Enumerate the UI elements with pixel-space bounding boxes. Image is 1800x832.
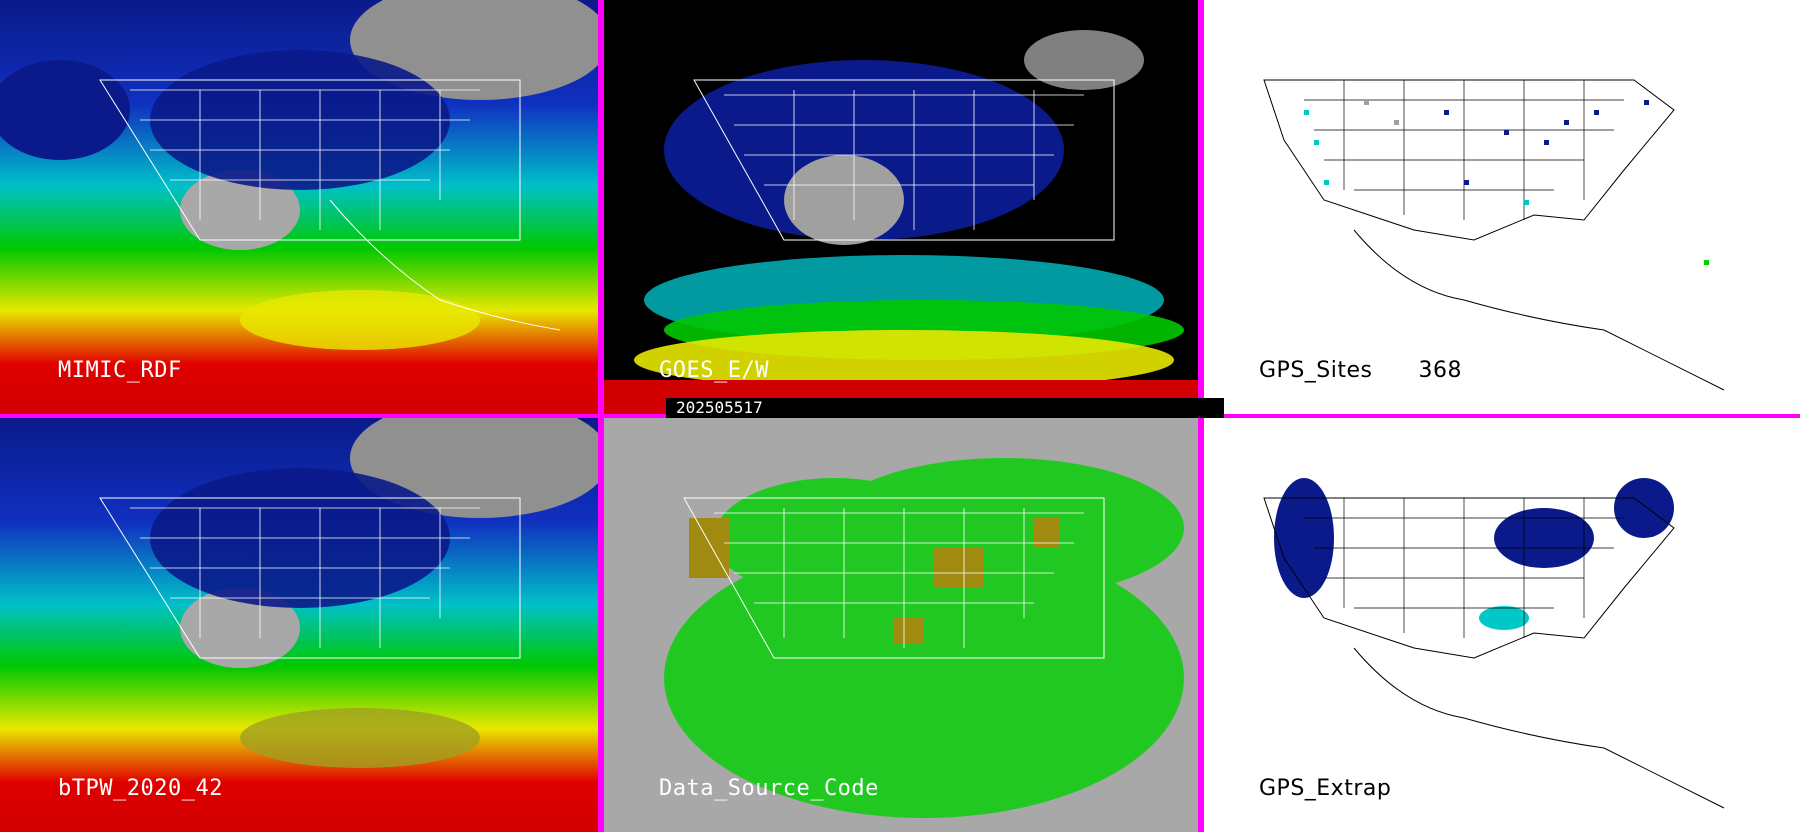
data-source-code-map [604, 418, 1198, 832]
gps-sites-map-panel: GPS_Sites 368 [1204, 0, 1800, 414]
goes-ew-map [604, 0, 1198, 414]
panel-label: MIMIC_RDF [58, 358, 182, 383]
mimic-rdf-map [0, 0, 598, 414]
goes-ew-map-panel: GOES_E/W [604, 0, 1198, 414]
btpw-map [0, 418, 598, 832]
mimic-rdf-map-panel: MIMIC_RDF [0, 0, 598, 414]
gps-extrap-map-panel: GPS_Extrap [1204, 418, 1800, 832]
panel-label: GPS_Sites 368 [1259, 358, 1462, 383]
timestamp-bar: 202505517 [666, 398, 1224, 418]
gps-site-markers [1304, 100, 1709, 265]
gps-site-count: 368 [1418, 358, 1462, 383]
btpw-map-panel: bTPW_2020_42 [0, 418, 598, 832]
panel-label: GOES_E/W [659, 358, 769, 383]
gps-extrap-map [1204, 418, 1800, 832]
panel-label: Data_Source_Code [659, 776, 879, 801]
gps-sites-map [1204, 0, 1800, 414]
panel-label: bTPW_2020_42 [58, 776, 223, 801]
panel-label-text: GPS_Sites [1259, 358, 1373, 383]
data-source-code-map-panel: Data_Source_Code [604, 418, 1198, 832]
panel-label: GPS_Extrap [1259, 776, 1392, 801]
